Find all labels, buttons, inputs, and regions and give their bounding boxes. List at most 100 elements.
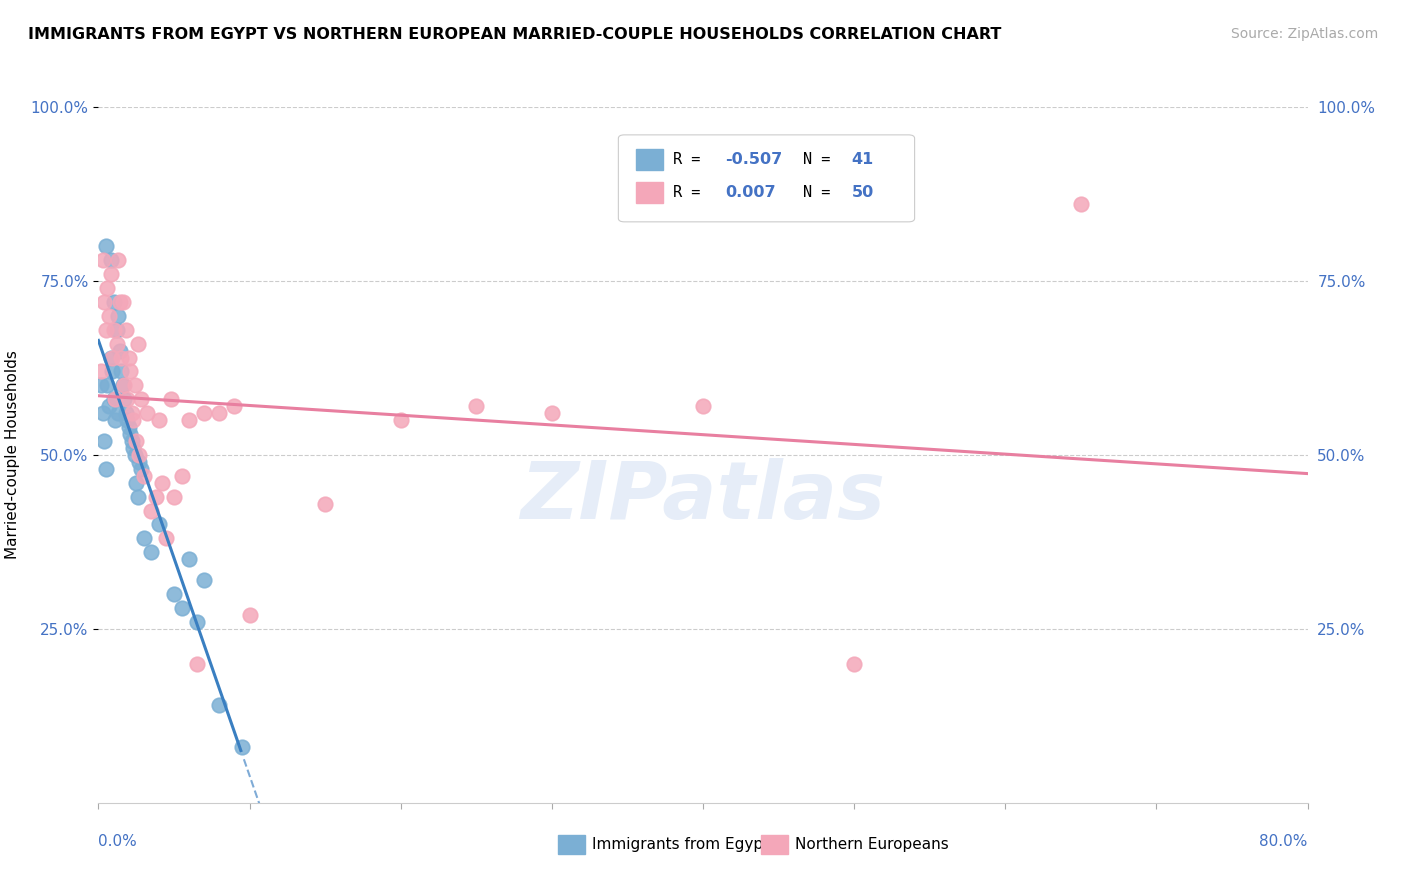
Point (540, 406, 562, 420)
Point (96, 281, 118, 295)
Point (100, 267, 122, 281)
Point (124, 378, 146, 392)
Point (90, 364, 112, 378)
Point (239, 607, 262, 622)
Point (163, 587, 186, 601)
Point (114, 323, 136, 337)
Point (118, 351, 141, 365)
Point (389, 413, 412, 427)
Point (115, 413, 138, 427)
Point (127, 336, 149, 351)
Text: Immigrants from Egypt: Immigrants from Egypt (592, 837, 769, 852)
Point (224, 399, 246, 413)
Point (692, 399, 714, 413)
Text: -0.507: -0.507 (724, 152, 782, 167)
Point (141, 545, 163, 559)
Text: 0.0%: 0.0% (98, 834, 138, 849)
Point (100, 253, 122, 268)
Point (105, 336, 128, 351)
FancyBboxPatch shape (558, 835, 585, 855)
Point (93, 294, 115, 309)
Point (107, 253, 129, 268)
Point (101, 351, 124, 365)
Point (100, 351, 122, 365)
Text: N =: N = (803, 186, 839, 200)
Text: 80.0%: 80.0% (1260, 834, 1308, 849)
Point (103, 294, 125, 309)
Point (107, 309, 129, 323)
Point (115, 392, 138, 407)
Point (90, 378, 112, 392)
Point (98, 309, 121, 323)
Point (160, 392, 183, 407)
Text: Source: ZipAtlas.com: Source: ZipAtlas.com (1230, 27, 1378, 41)
Point (94, 462, 117, 476)
Point (108, 294, 131, 309)
Point (114, 406, 136, 420)
Point (129, 392, 152, 407)
Point (112, 392, 135, 407)
Point (112, 378, 135, 392)
Point (94, 323, 117, 337)
Point (122, 413, 145, 427)
Point (111, 378, 134, 392)
FancyBboxPatch shape (637, 149, 664, 169)
Point (129, 462, 152, 476)
FancyBboxPatch shape (637, 182, 664, 203)
Point (104, 413, 127, 427)
Point (179, 552, 201, 566)
Point (111, 294, 134, 309)
Point (125, 434, 148, 448)
Text: 0.007: 0.007 (724, 186, 775, 200)
Point (94, 239, 117, 253)
Text: N =: N = (803, 152, 839, 167)
Point (110, 351, 132, 365)
Point (186, 615, 208, 629)
Point (163, 490, 186, 504)
Point (132, 532, 155, 546)
FancyBboxPatch shape (619, 135, 915, 222)
Point (127, 490, 149, 504)
Point (179, 413, 201, 427)
Point (93, 434, 115, 448)
Point (193, 573, 215, 587)
Point (132, 468, 155, 483)
Text: 41: 41 (852, 152, 875, 167)
Point (96, 378, 118, 392)
Text: ZIPatlas: ZIPatlas (520, 458, 886, 536)
Point (107, 406, 129, 420)
Point (91, 406, 114, 420)
Point (120, 427, 142, 442)
Point (1070, 197, 1092, 211)
Point (98, 399, 121, 413)
FancyBboxPatch shape (761, 835, 787, 855)
Point (108, 343, 131, 358)
Point (170, 468, 193, 483)
Point (110, 364, 132, 378)
Point (118, 420, 141, 434)
Point (101, 364, 124, 378)
Point (231, 740, 253, 755)
Point (145, 490, 167, 504)
Point (141, 503, 163, 517)
Y-axis label: Married-couple Households: Married-couple Households (4, 351, 20, 559)
Point (314, 497, 336, 511)
Text: Northern Europeans: Northern Europeans (794, 837, 949, 852)
Point (122, 441, 145, 455)
Point (148, 413, 170, 427)
Point (193, 406, 215, 420)
Text: IMMIGRANTS FROM EGYPT VS NORTHERN EUROPEAN MARRIED-COUPLE HOUSEHOLDS CORRELATION: IMMIGRANTS FROM EGYPT VS NORTHERN EUROPE… (28, 27, 1001, 42)
Point (121, 406, 143, 420)
Text: 50: 50 (852, 186, 875, 200)
Point (125, 475, 148, 490)
Text: R =: R = (672, 186, 709, 200)
Point (120, 364, 142, 378)
Point (844, 657, 866, 671)
Point (105, 323, 128, 337)
Text: R =: R = (672, 152, 709, 167)
Point (121, 434, 143, 448)
Point (150, 475, 173, 490)
Point (103, 323, 125, 337)
Point (128, 455, 150, 469)
Point (208, 698, 231, 713)
